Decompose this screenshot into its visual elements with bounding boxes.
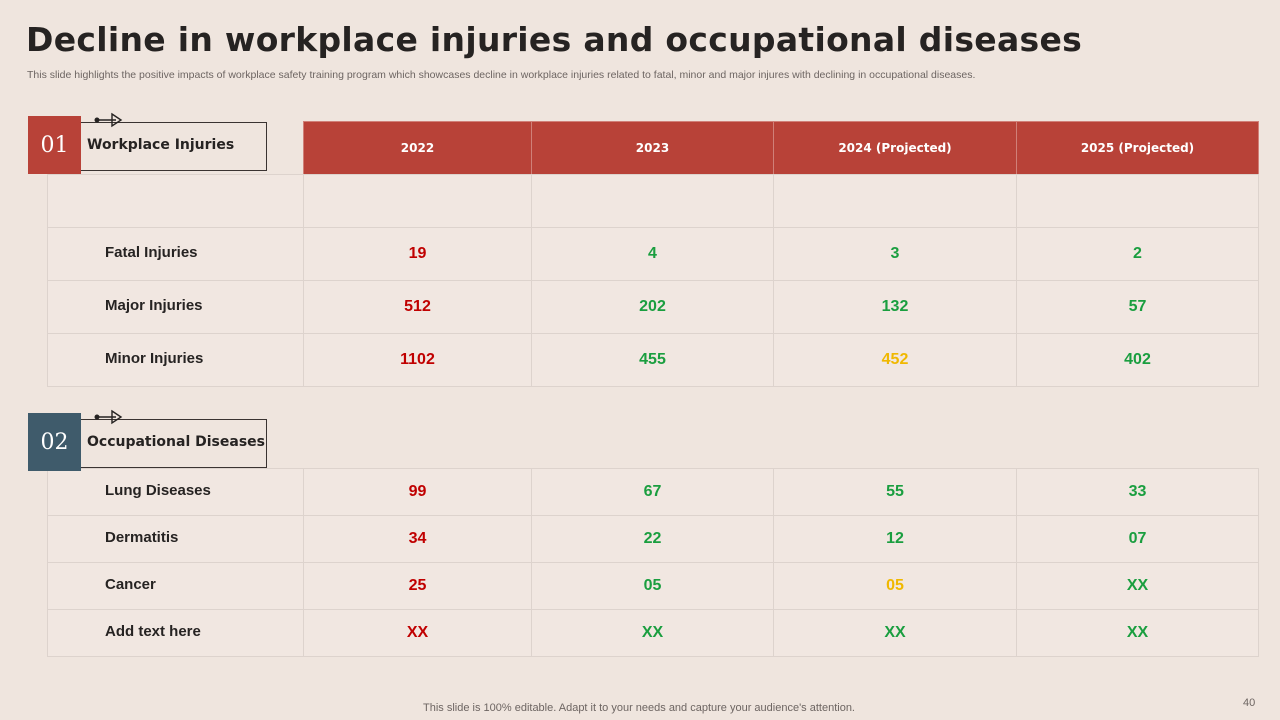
value-cell: 132 xyxy=(773,280,1017,334)
value-cell: 402 xyxy=(1016,333,1259,387)
value-cell: XX xyxy=(531,609,774,657)
subtitle: This slide highlights the positive impac… xyxy=(27,69,976,81)
value-cell: XX xyxy=(1016,609,1259,657)
value-cell: 55 xyxy=(773,468,1017,516)
value-cell: 07 xyxy=(1016,515,1259,563)
row-label: Cancer xyxy=(47,562,305,610)
blank-cell xyxy=(773,174,1017,228)
value-cell: 22 xyxy=(531,515,774,563)
value-cell: 34 xyxy=(303,515,532,563)
row-label: Minor Injuries xyxy=(47,333,305,387)
row-label: Dermatitis xyxy=(47,515,305,563)
value-cell: 99 xyxy=(303,468,532,516)
row-label: Fatal Injuries xyxy=(47,227,305,281)
value-cell: 2 xyxy=(1016,227,1259,281)
value-cell: 67 xyxy=(531,468,774,516)
blank-cell xyxy=(47,174,305,228)
column-header: 2023 xyxy=(531,121,774,175)
value-cell: 12 xyxy=(773,515,1017,563)
section-label: Workplace Injuries xyxy=(80,122,267,171)
row-label: Major Injuries xyxy=(47,280,305,334)
value-cell: 202 xyxy=(531,280,774,334)
section-badge: 01 xyxy=(28,116,81,174)
value-cell: 05 xyxy=(773,562,1017,610)
blank-cell xyxy=(1016,174,1259,228)
column-header: 2025 (Projected) xyxy=(1016,121,1259,175)
value-cell: 05 xyxy=(531,562,774,610)
column-header: 2022 xyxy=(303,121,532,175)
value-cell: 455 xyxy=(531,333,774,387)
page-number: 40 xyxy=(1243,697,1256,709)
value-cell: XX xyxy=(1016,562,1259,610)
value-cell: 25 xyxy=(303,562,532,610)
blank-cell xyxy=(303,174,532,228)
value-cell: 452 xyxy=(773,333,1017,387)
section-badge: 02 xyxy=(28,413,81,471)
value-cell: 33 xyxy=(1016,468,1259,516)
footer-note: This slide is 100% editable. Adapt it to… xyxy=(423,702,855,714)
column-header: 2024 (Projected) xyxy=(773,121,1017,175)
row-label: Lung Diseases xyxy=(47,468,305,516)
value-cell: 57 xyxy=(1016,280,1259,334)
value-cell: 1102 xyxy=(303,333,532,387)
value-cell: 19 xyxy=(303,227,532,281)
value-cell: XX xyxy=(773,609,1017,657)
title: Decline in workplace injuries and occupa… xyxy=(26,20,1083,59)
arrow-icon xyxy=(94,112,123,128)
value-cell: 512 xyxy=(303,280,532,334)
section-label: Occupational Diseases xyxy=(80,419,267,468)
blank-cell xyxy=(531,174,774,228)
row-label: Add text here xyxy=(47,609,305,657)
value-cell: XX xyxy=(303,609,532,657)
value-cell: 3 xyxy=(773,227,1017,281)
arrow-icon xyxy=(94,409,123,425)
value-cell: 4 xyxy=(531,227,774,281)
